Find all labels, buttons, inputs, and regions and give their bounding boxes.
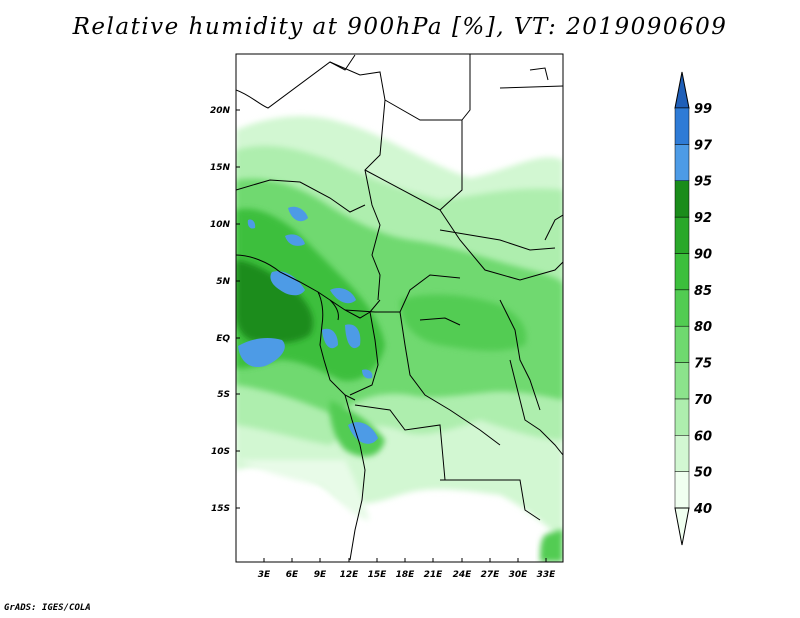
chart-title: Relative humidity at 900hPa [%], VT: 201… [72,14,728,40]
lon-label: 24E [453,570,473,580]
colorbar-label: 95 [694,175,712,190]
colorbar-min-arrow [674,507,690,546]
lon-axis: 3E 6E 9E 12E 15E 18E 21E 24E 27E 30E 33E [258,570,556,580]
lon-label: 27E [481,570,501,580]
lat-label: 5N [216,277,230,287]
lat-label: 10S [211,447,230,457]
map-frame [235,53,564,563]
colorbar-segment [674,362,690,400]
lat-ticks [236,109,240,509]
colorbar-segment [674,289,690,327]
country-borders [236,54,563,561]
colorbar-label: 40 [693,502,712,517]
colorbar: 40 50 60 70 75 80 85 90 92 95 97 99 [674,71,713,546]
colorbar-segment [674,325,690,363]
colorbar-segment [674,144,690,181]
colorbar-label: 70 [694,393,712,408]
lon-label: 12E [340,570,360,580]
lon-label: 33E [537,570,557,580]
lon-label: 3E [258,570,271,580]
humidity-field [236,116,563,562]
lat-label: 15N [210,163,231,173]
colorbar-segment [674,435,690,472]
lat-label: 20N [210,106,231,116]
lon-label: 18E [396,570,416,580]
lon-label: 6E [286,570,299,580]
colorbar-segment [674,471,690,509]
lat-label: 10N [210,220,231,230]
lon-label: 21E [424,570,444,580]
lon-label: 15E [368,570,388,580]
lat-label: 15S [211,504,230,514]
colorbar-label: 85 [694,284,712,299]
colorbar-label: 75 [694,357,712,372]
colorbar-segment [674,216,690,254]
lat-axis: 20N 15N 10N 5N EQ 5S 10S 15S [210,106,231,514]
colorbar-label: 92 [694,211,712,226]
colorbar-segment [674,180,690,218]
colorbar-max-arrow [674,71,690,109]
lon-label: 9E [314,570,327,580]
colorbar-label: 80 [694,320,712,335]
colorbar-label: 99 [694,102,712,117]
colorbar-label: 60 [694,429,712,444]
colorbar-label: 50 [694,466,712,481]
lon-ticks [263,558,547,562]
lat-label: EQ [216,334,230,344]
lat-label: 5S [217,390,230,400]
colorbar-segment [674,107,690,145]
colorbar-label: 90 [694,247,712,262]
grads-credit: GrADS: IGES/COLA [4,603,91,613]
colorbar-segment [674,253,690,291]
colorbar-segment [674,398,690,436]
lon-label: 30E [509,570,529,580]
colorbar-label: 97 [694,138,713,153]
